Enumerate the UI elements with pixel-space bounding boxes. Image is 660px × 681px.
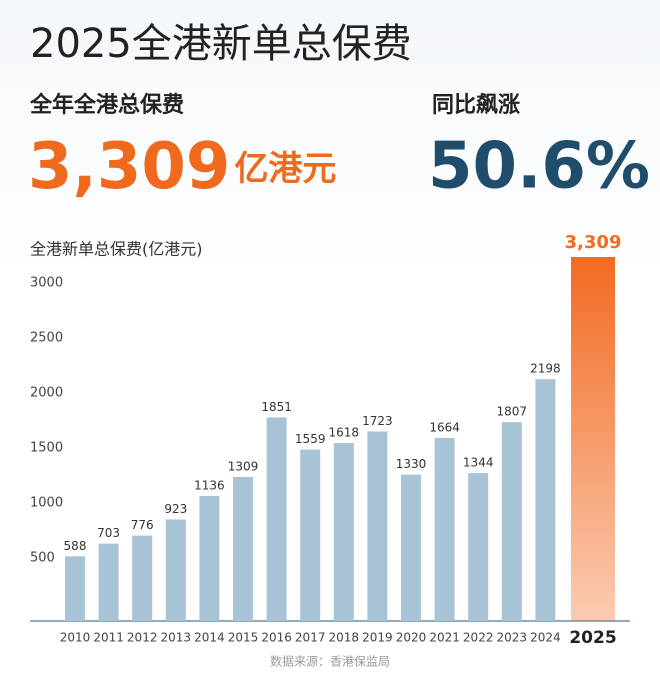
bar <box>132 535 153 621</box>
value-label: 1559 <box>295 432 326 446</box>
bar <box>468 473 489 621</box>
value-label: 1807 <box>497 405 528 419</box>
x-tick-label: 2012 <box>127 631 158 645</box>
value-label: 1309 <box>228 460 259 474</box>
value-label: 1664 <box>429 420 460 434</box>
x-tick-label: 2014 <box>194 631 225 645</box>
y-tick-label: 1500 <box>30 441 63 456</box>
x-tick-label: 2017 <box>295 631 326 645</box>
value-label: 2198 <box>530 362 561 376</box>
total-unit: 亿港元 <box>234 149 336 189</box>
y-tick-label: 2000 <box>30 386 63 401</box>
bar <box>65 556 85 621</box>
x-tick-label: 2018 <box>329 631 360 645</box>
growth-label: 同比飙涨 <box>432 93 520 118</box>
bar <box>233 477 253 621</box>
x-tick-label: 2023 <box>497 631 528 645</box>
bar <box>199 496 220 621</box>
bar <box>333 443 354 621</box>
value-label: 1344 <box>463 456 494 470</box>
value-label: 588 <box>64 539 87 553</box>
value-label: 703 <box>97 526 120 540</box>
y-axis-title: 全港新单总保费(亿港元) <box>30 240 203 259</box>
bar <box>300 449 321 621</box>
x-tick-label: 2019 <box>362 631 393 645</box>
x-tick-label: 2020 <box>396 631 427 645</box>
bar <box>401 474 421 621</box>
x-tick-label: 2022 <box>463 631 494 645</box>
x-tick-label: 2016 <box>261 631 292 645</box>
chart-title: 2025全港新单总保费 <box>30 21 412 67</box>
x-tick-label: 2025 <box>569 628 616 648</box>
bar <box>501 422 522 621</box>
x-tick-label: 2010 <box>60 631 91 645</box>
y-tick-label: 500 <box>30 551 55 566</box>
x-tick-label: 2013 <box>161 631 192 645</box>
value-label: 776 <box>131 518 154 532</box>
bar <box>98 543 119 621</box>
bar <box>434 437 455 621</box>
total-value: 3,309 <box>28 130 230 204</box>
value-label: 1851 <box>261 400 292 414</box>
value-label: 3,309 <box>565 232 622 253</box>
y-tick-label: 1000 <box>30 496 63 511</box>
x-tick-label: 2021 <box>429 631 460 645</box>
value-label: 923 <box>164 502 187 516</box>
bar <box>571 257 615 621</box>
growth-value: 50.6% <box>428 130 650 204</box>
value-label: 1618 <box>329 426 360 440</box>
x-tick-label: 2024 <box>530 631 561 645</box>
value-label: 1330 <box>396 457 427 471</box>
x-tick-label: 2011 <box>93 631 124 645</box>
bar <box>165 519 186 621</box>
value-label: 1136 <box>194 479 225 493</box>
total-figure: 3,309 亿港元 <box>28 130 336 204</box>
bar <box>535 379 556 621</box>
source: 数据来源：香港保监局 <box>270 654 390 669</box>
value-label: 1723 <box>362 414 393 428</box>
total-label: 全年全港总保费 <box>29 92 184 118</box>
y-tick-label: 3000 <box>30 276 63 291</box>
x-tick-label: 2015 <box>228 631 259 645</box>
y-tick-label: 2500 <box>30 331 63 346</box>
bar <box>266 417 287 621</box>
bar <box>367 431 388 621</box>
